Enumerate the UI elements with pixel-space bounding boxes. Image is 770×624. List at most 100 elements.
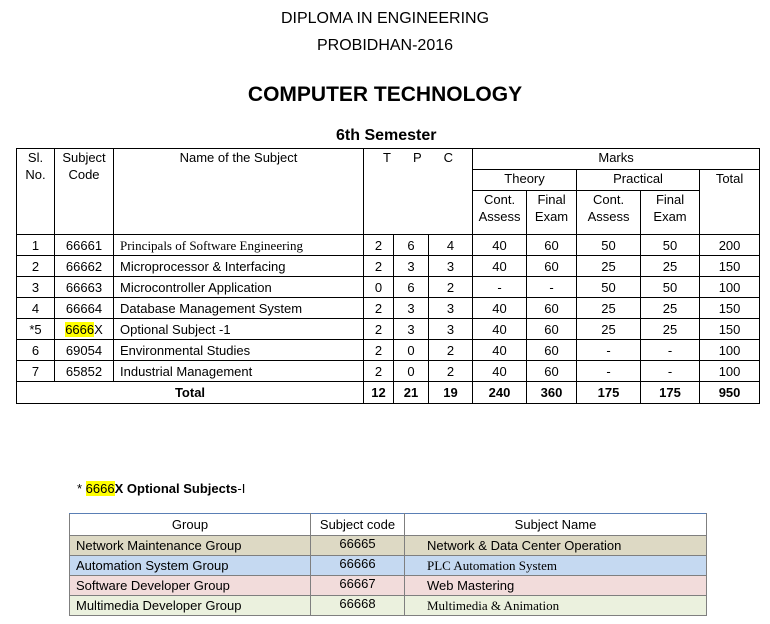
theory-final-cell: 60	[526, 339, 578, 361]
code-cell: 66665	[310, 535, 405, 556]
sl-cell: 6	[16, 339, 55, 361]
total-cell: 200	[699, 234, 761, 256]
total-cell: 100	[699, 339, 761, 361]
marks-header: Marks	[472, 148, 761, 170]
c-total: 19	[427, 381, 474, 404]
code-cell: 66667	[310, 575, 405, 596]
optional-subjects-table: Group Subject code Subject Name Network …	[69, 513, 707, 616]
c-cell: 3	[427, 318, 474, 340]
theory-final-cell: 60	[526, 360, 578, 382]
table-row: Network Maintenance Group 66665 Network …	[69, 535, 707, 556]
group-cell: Network Maintenance Group	[69, 535, 311, 556]
theory-final-total: 360	[526, 381, 578, 404]
t-header: T	[383, 150, 391, 165]
t-cell: 2	[363, 297, 394, 319]
t-cell: 0	[363, 276, 394, 298]
practical-final-cell: -	[640, 339, 701, 361]
subject-name-cell: Optional Subject -1	[113, 318, 364, 340]
c-cell: 2	[427, 276, 474, 298]
p-cell: 6	[393, 234, 429, 256]
t-cell: 2	[363, 234, 394, 256]
department-title: COMPUTER TECHNOLOGY	[247, 83, 523, 106]
subject-name-cell: Microcontroller Application	[113, 276, 364, 298]
c-header: C	[443, 150, 454, 165]
theory-final-header: Final Exam	[526, 190, 578, 235]
theory-cont-cell: -	[472, 276, 528, 298]
subject-name-cell: Database Management System	[113, 297, 364, 319]
grand-total: 950	[699, 381, 761, 404]
theory-cont-cell: 40	[472, 360, 528, 382]
semester-title: 6th Semester	[336, 127, 437, 144]
practical-cont-cell: -	[576, 360, 642, 382]
highlighted-code: 6666	[65, 321, 95, 337]
tpc-header: T P C	[362, 148, 474, 235]
theory-cont-header: Cont. Assess	[472, 190, 528, 235]
code-cell: 69054	[54, 339, 114, 361]
sl-cell: 7	[16, 360, 55, 382]
group-cell: Software Developer Group	[69, 575, 311, 596]
practical-final-cell: 50	[640, 234, 701, 256]
practical-final-cell: -	[640, 360, 701, 382]
total-cell: 150	[699, 318, 761, 340]
diploma-title: DIPLOMA IN ENGINEERING	[280, 10, 490, 27]
highlighted-code: 6666	[85, 481, 115, 496]
group-header: Group	[69, 513, 311, 536]
total-label: Total	[16, 381, 364, 404]
p-cell: 0	[393, 339, 429, 361]
sl-cell: 4	[16, 297, 55, 319]
code-cell: 66666	[310, 555, 405, 576]
table-row: Software Developer Group 66667 Web Maste…	[69, 575, 707, 596]
t-cell: 2	[363, 360, 394, 382]
table-row: 3 66663 Microcontroller Application 0 6 …	[16, 276, 761, 298]
practical-final-cell: 25	[640, 318, 701, 340]
practical-cont-cell: 25	[576, 318, 642, 340]
sl-cell: *5	[16, 318, 55, 340]
subject-name-cell: Industrial Management	[113, 360, 364, 382]
subject-name-header: Subject Name	[404, 513, 707, 536]
total-cell: 100	[699, 276, 761, 298]
c-cell: 3	[427, 297, 474, 319]
subject-name-cell: Environmental Studies	[113, 339, 364, 361]
p-total: 21	[393, 381, 429, 404]
code-cell: 66662	[54, 255, 114, 277]
code-cell: 66664	[54, 297, 114, 319]
theory-final-cell: 60	[526, 234, 578, 256]
total-cell: 100	[699, 360, 761, 382]
table-row: 1 66661 Principals of Software Engineeri…	[16, 234, 761, 256]
totals-row: Total 12 21 19 240 360 175 175 950	[16, 381, 761, 404]
theory-cont-cell: 40	[472, 255, 528, 277]
subject-name-cell: Network & Data Center Operation	[404, 535, 707, 556]
p-cell: 3	[393, 318, 429, 340]
subject-code-header: Subject code	[310, 513, 405, 536]
practical-cont-cell: 25	[576, 255, 642, 277]
theory-final-cell: 60	[526, 297, 578, 319]
practical-cont-header: Cont. Assess	[576, 190, 642, 235]
practical-cont-total: 175	[576, 381, 642, 404]
p-cell: 0	[393, 360, 429, 382]
c-cell: 4	[427, 234, 474, 256]
t-total: 12	[363, 381, 394, 404]
subject-name-cell: PLC Automation System	[404, 555, 707, 576]
total-cell: 150	[699, 255, 761, 277]
table-row: 6 69054 Environmental Studies 2 0 2 40 6…	[16, 339, 761, 361]
practical-cont-cell: 50	[576, 276, 642, 298]
p-header: P	[412, 150, 422, 165]
practical-cont-cell: 50	[576, 234, 642, 256]
theory-cont-cell: 40	[472, 339, 528, 361]
group-cell: Automation System Group	[69, 555, 311, 576]
code-cell: 66663	[54, 276, 114, 298]
c-cell: 3	[427, 255, 474, 277]
table-row: *5 6666X Optional Subject -1 2 3 3 40 60…	[16, 318, 761, 340]
theory-cont-cell: 40	[472, 297, 528, 319]
table-row: Automation System Group 66666 PLC Automa…	[69, 555, 707, 576]
sl-cell: 1	[16, 234, 55, 256]
theory-final-cell: -	[526, 276, 578, 298]
total-marks-header: Total	[699, 169, 761, 235]
subject-name-header: Name of the Subject	[113, 148, 364, 235]
t-cell: 2	[363, 318, 394, 340]
subject-name-cell: Web Mastering	[404, 575, 707, 596]
c-cell: 2	[427, 339, 474, 361]
table-row: 2 66662 Microprocessor & Interfacing 2 3…	[16, 255, 761, 277]
practical-cont-cell: -	[576, 339, 642, 361]
practical-final-header: Final Exam	[640, 190, 701, 235]
